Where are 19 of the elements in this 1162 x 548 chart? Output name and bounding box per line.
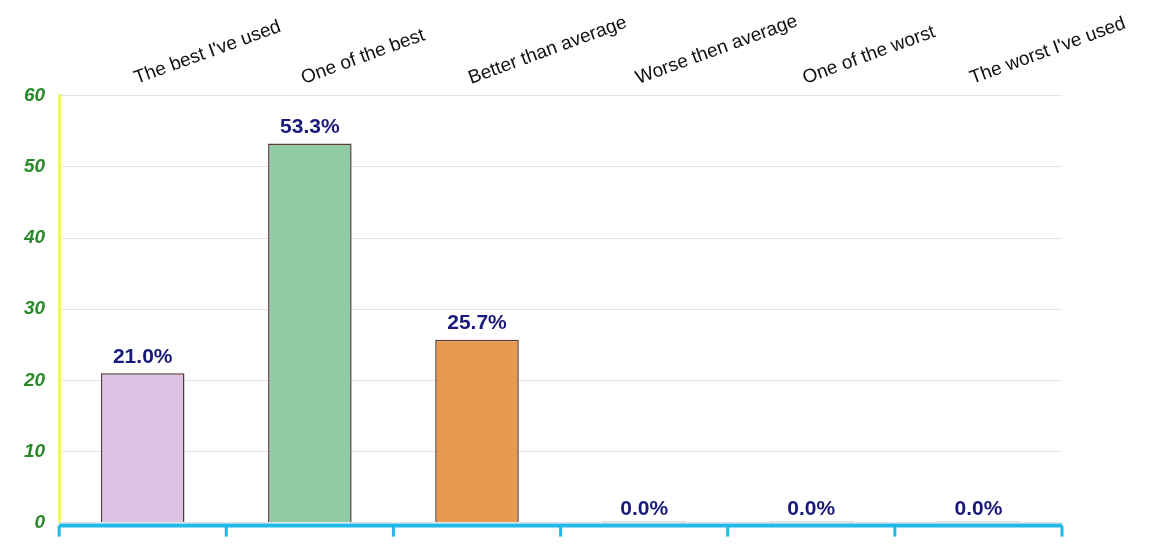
data-label: 0.0% <box>620 495 669 519</box>
x-tick-label: Worse then average <box>632 9 800 88</box>
y-tick-label: 40 <box>22 226 46 248</box>
x-tick-label: The best I've used <box>130 15 284 88</box>
x-tick-label: The worst I've used <box>966 11 1129 88</box>
y-tick-label: 0 <box>34 510 46 532</box>
x-tick-label: One of the worst <box>799 20 939 88</box>
data-label: 53.3% <box>280 113 340 137</box>
y-tick-label: 60 <box>23 84 46 106</box>
x-tick-label: Better than average <box>465 10 630 88</box>
x-tick-label: One of the best <box>298 23 428 88</box>
y-tick-label: 10 <box>23 439 46 461</box>
y-tick-label: 50 <box>23 155 46 177</box>
y-tick-label: 20 <box>22 368 46 390</box>
data-label: 21.0% <box>112 343 173 367</box>
y-tick-label: 30 <box>23 297 46 319</box>
data-label: 0.0% <box>787 495 836 519</box>
data-label: 25.7% <box>447 310 508 334</box>
data-label: 0.0% <box>954 495 1003 519</box>
